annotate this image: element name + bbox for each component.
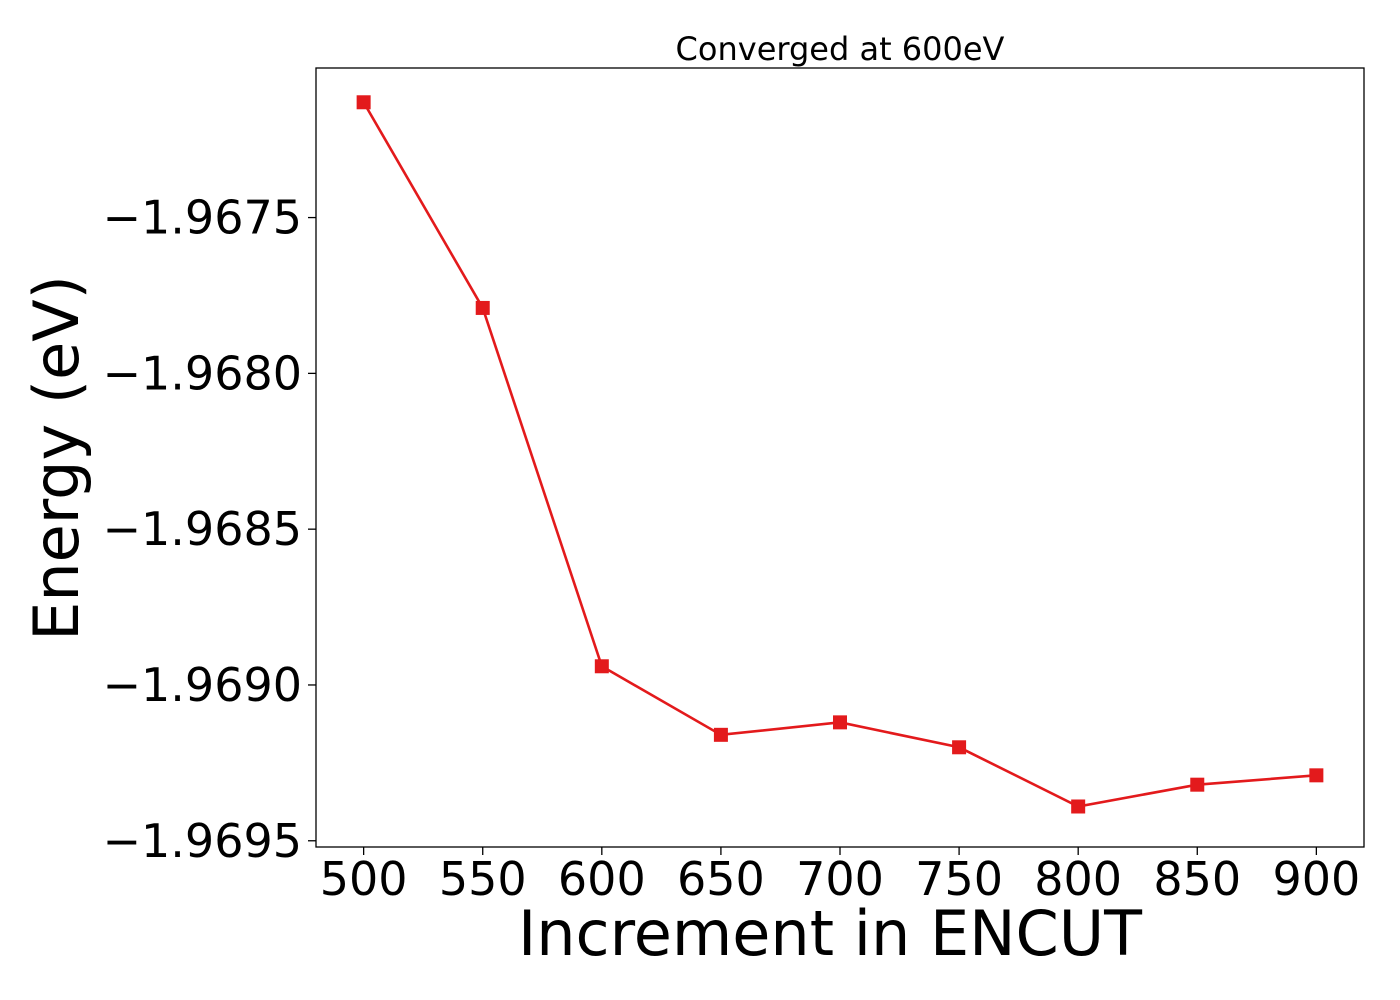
y-tick-label: −1.9695 <box>103 814 303 868</box>
x-tick-label: 900 <box>1272 852 1360 906</box>
series-line <box>362 101 1317 808</box>
data-point-marker <box>952 740 967 755</box>
y-tick-label: −1.9675 <box>103 191 303 245</box>
data-point-marker <box>713 727 728 742</box>
x-tick-label: 600 <box>558 852 646 906</box>
data-point-marker <box>356 95 371 110</box>
x-tick-label: 700 <box>796 852 884 906</box>
chart-title: Converged at 600eV <box>676 30 1005 68</box>
x-tick-label: 550 <box>439 852 527 906</box>
x-axis-label: Increment in ENCUT <box>518 897 1143 970</box>
data-point-marker <box>1309 768 1324 783</box>
x-tick-label: 750 <box>915 852 1003 906</box>
y-tick-label: −1.9680 <box>103 346 303 400</box>
data-point-marker <box>1190 777 1205 792</box>
data-point-marker <box>475 300 490 315</box>
y-axis-ticks: −1.9675 −1.9680 −1.9685 −1.9690 −1.9695 <box>103 191 316 868</box>
series-layer <box>356 95 1324 814</box>
data-point-marker <box>1071 799 1086 814</box>
x-tick-label: 850 <box>1153 852 1241 906</box>
y-axis-label: Energy (eV) <box>20 275 93 641</box>
x-tick-label: 800 <box>1034 852 1122 906</box>
y-tick-label: −1.9690 <box>103 658 303 712</box>
data-point-marker <box>594 659 609 674</box>
x-tick-label: 650 <box>677 852 765 906</box>
data-point-marker <box>833 715 847 730</box>
plot-area-frame <box>315 67 1365 848</box>
x-axis-ticks: 500 550 600 650 700 750 800 850 900 <box>320 847 1360 906</box>
x-tick-label: 500 <box>320 852 408 906</box>
y-tick-label: −1.9685 <box>103 502 303 556</box>
